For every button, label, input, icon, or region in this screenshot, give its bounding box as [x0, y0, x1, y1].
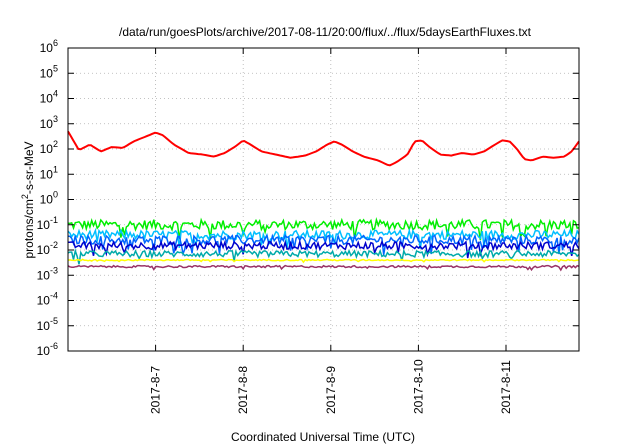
y-axis-label: protons/cm2-s-sr-MeV — [20, 141, 36, 258]
series-line-2 — [67, 227, 580, 250]
series-group — [67, 130, 580, 272]
series-line-1 — [67, 216, 580, 241]
x-axis-label: Coordinated Universal Time (UTC) — [231, 430, 415, 444]
x-tick-label: 2017-8-9 — [324, 366, 338, 414]
y-tick-label: 10-2 — [37, 240, 58, 257]
x-axis: 2017-8-7 2017-8-8 2017-8-9 2017-8-10 2017-8-… — [149, 48, 513, 414]
y-tick-label: 104 — [40, 89, 58, 106]
y-tick-label: 10-4 — [37, 291, 58, 308]
x-tick-label: 2017-8-8 — [236, 366, 250, 414]
x-tick-label: 2017-8-7 — [149, 366, 163, 414]
y-tick-label: 103 — [40, 114, 58, 131]
series-line-7 — [67, 264, 580, 272]
y-tick-label: 10-6 — [37, 341, 58, 358]
y-tick-label: 10-1 — [37, 215, 58, 232]
y-tick-label: 102 — [40, 139, 58, 156]
y-tick-label: 105 — [40, 63, 58, 80]
grid — [68, 48, 579, 351]
x-tick-label: 2017-8-10 — [411, 359, 425, 414]
y-axis: 10-6 10-5 10-4 10-3 10-2 10-1 100 101 102 103 104 1… — [37, 38, 579, 358]
series-line-0 — [67, 130, 580, 167]
y-tick-label: 10-3 — [37, 265, 58, 282]
y-tick-label: 101 — [40, 164, 58, 181]
y-tick-label: 100 — [40, 190, 58, 207]
y-tick-label: 10-5 — [37, 316, 58, 333]
series-line-5 — [67, 247, 580, 265]
x-tick-label: 2017-8-11 — [499, 360, 513, 414]
chart-title: /data/run/goesPlots/archive/2017-08-11/2… — [119, 25, 532, 39]
series-line-6 — [67, 258, 579, 264]
series-line-4 — [67, 238, 580, 259]
y-tick-label: 106 — [40, 38, 58, 55]
